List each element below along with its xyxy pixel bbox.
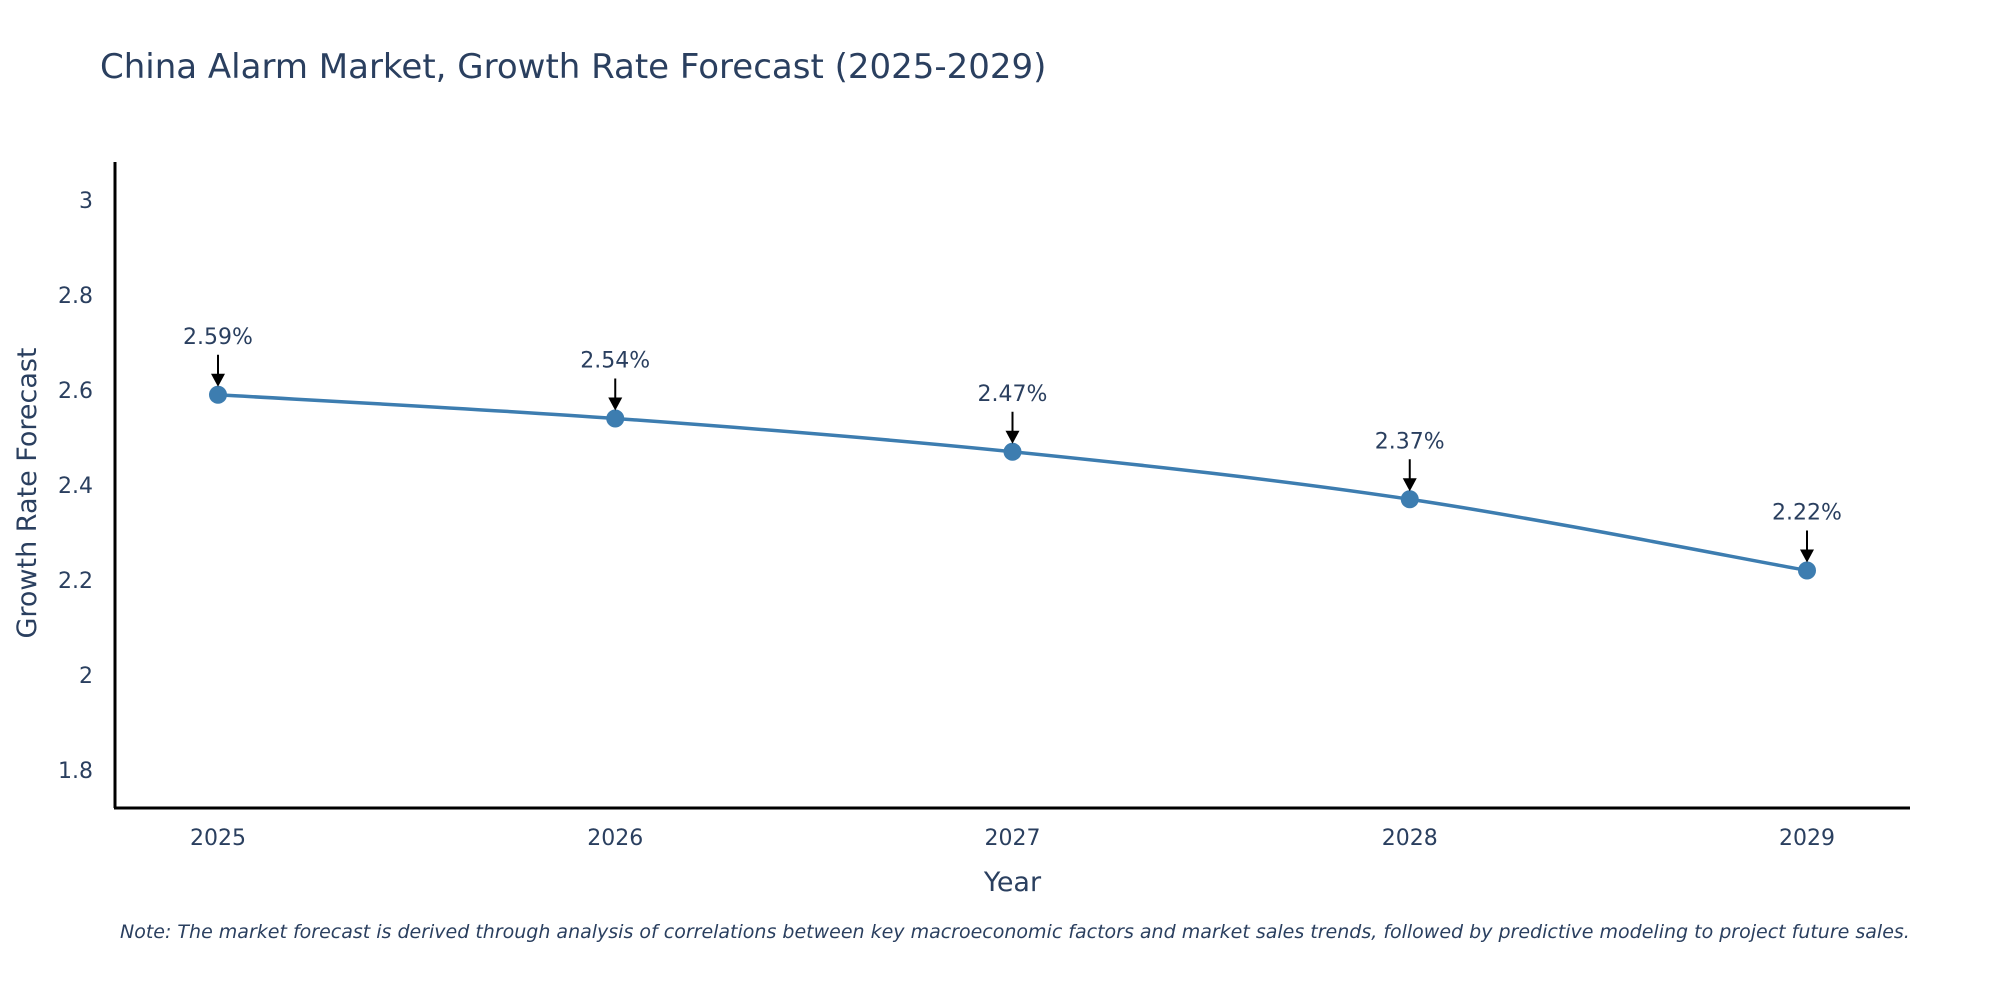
x-tick-label: 2029 bbox=[1779, 826, 1835, 851]
annotation-arrow-head bbox=[608, 397, 623, 411]
data-label-text: 2.37% bbox=[1375, 429, 1445, 454]
data-point bbox=[1798, 561, 1816, 580]
annotation-arrow-head bbox=[1005, 430, 1020, 444]
y-tick-label: 2.4 bbox=[58, 474, 93, 499]
x-tick-label: 2028 bbox=[1382, 826, 1438, 851]
y-tick-label: 3 bbox=[79, 189, 93, 214]
y-tick-label: 2 bbox=[79, 664, 93, 689]
y-axis-title: Growth Rate Forecast bbox=[12, 347, 43, 638]
chart-title: China Alarm Market, Growth Rate Forecast… bbox=[100, 47, 1046, 87]
data-point bbox=[1400, 490, 1419, 509]
data-point bbox=[209, 385, 227, 404]
x-tick-label: 2025 bbox=[190, 826, 246, 851]
annotation-arrow-head bbox=[211, 373, 225, 387]
y-axis-ticks: 1.8 2 2.2 2.4 2.6 2.8 3 bbox=[58, 189, 93, 784]
x-axis-ticks: 2025 2026 2027 2028 2029 bbox=[190, 826, 1835, 851]
data-label: 2.47% bbox=[978, 382, 1048, 444]
annotation-arrow-head bbox=[1402, 478, 1417, 492]
x-tick-label: 2026 bbox=[587, 826, 643, 851]
chart-note: Note: The market forecast is derived thr… bbox=[120, 921, 1910, 943]
y-tick-label: 2.2 bbox=[58, 569, 93, 594]
data-label-text: 2.22% bbox=[1772, 501, 1842, 526]
y-tick-label: 2.8 bbox=[58, 284, 93, 309]
data-label-text: 2.54% bbox=[580, 349, 650, 374]
data-label-text: 2.47% bbox=[978, 382, 1048, 407]
y-tick-label: 2.6 bbox=[58, 379, 93, 404]
x-axis-title: Year bbox=[983, 867, 1042, 898]
data-label: 2.59% bbox=[183, 325, 253, 387]
data-label-annotations: 2.59% 2.54% 2.47% 2.37% 2.22% bbox=[183, 325, 1842, 563]
data-label: 2.54% bbox=[580, 349, 650, 411]
data-label: 2.37% bbox=[1375, 429, 1445, 492]
data-label: 2.22% bbox=[1772, 501, 1842, 563]
data-point bbox=[1003, 442, 1022, 461]
data-points bbox=[209, 385, 1816, 580]
data-label-text: 2.59% bbox=[183, 325, 253, 350]
y-tick-label: 1.8 bbox=[58, 759, 93, 784]
annotation-arrow-head bbox=[1800, 549, 1814, 563]
x-tick-label: 2027 bbox=[985, 826, 1041, 851]
data-point bbox=[606, 409, 625, 428]
